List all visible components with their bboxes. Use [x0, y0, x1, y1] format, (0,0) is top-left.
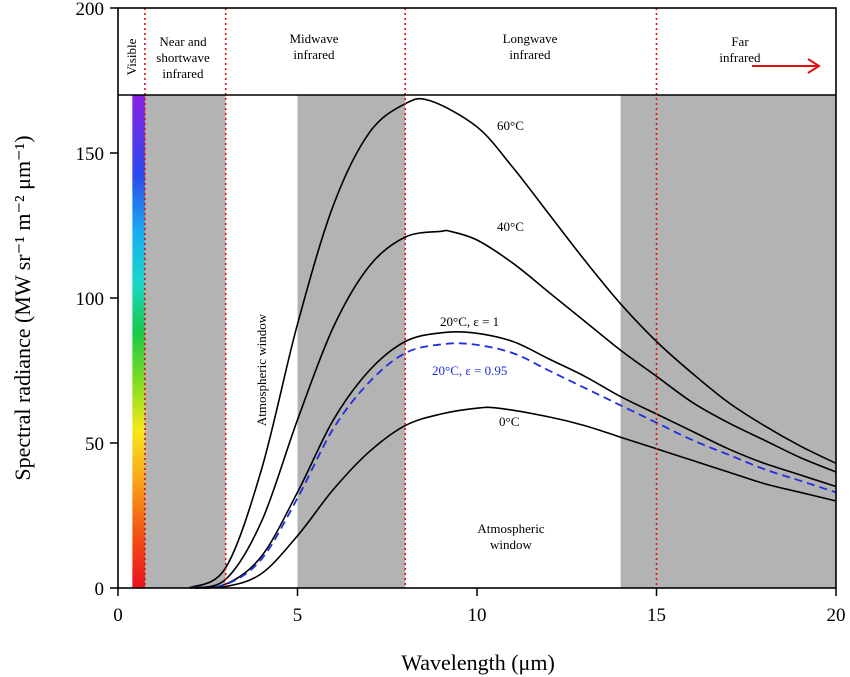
curve-series-0 — [189, 97, 837, 589]
curve-series-1 — [189, 229, 837, 589]
atmospheric-window-label-vertical: Atmospheric window — [254, 313, 269, 426]
y-tick-label-4: 200 — [76, 0, 105, 20]
curve-label-20c-e1: 20°C, ε = 1 — [440, 314, 499, 329]
y-tick-label-3: 150 — [76, 144, 105, 165]
band-label-near-shortwave: Near and shortwave infrared — [156, 34, 210, 81]
band-label-visible: Visible — [124, 38, 139, 75]
visible-spectrum-strip — [132, 95, 145, 588]
y-axis-title: Spectral radiance (MW sr⁻¹ m⁻² μm⁻¹) — [10, 135, 35, 480]
atmospheric-window-label-horizontal: Atmospheric window — [477, 521, 544, 552]
curve-series-3 — [189, 342, 837, 589]
band-dividers — [144, 8, 658, 588]
y-tick-label-2: 100 — [76, 289, 105, 310]
x-tick-label-2: 10 — [468, 605, 487, 626]
shaded-region-2 — [620, 95, 836, 588]
curve-label-60c: 60°C — [497, 118, 524, 133]
x-tick-label-1: 5 — [293, 605, 303, 626]
radiance-curves — [189, 97, 837, 589]
curve-label-20c-e095: 20°C, ε = 0.95 — [432, 363, 507, 378]
x-tick-label-3: 15 — [647, 605, 666, 626]
curve-series-4 — [189, 406, 837, 589]
shaded-region-1 — [297, 95, 406, 588]
curve-series-2 — [189, 330, 837, 589]
curve-label-40c: 40°C — [497, 219, 524, 234]
y-tick-label-1: 50 — [85, 434, 104, 455]
band-label-far: Far infrared — [719, 34, 761, 65]
band-label-midwave: Midwave infrared — [289, 31, 338, 62]
x-tick-label-0: 0 — [113, 605, 123, 626]
x-tick-label-4: 20 — [827, 605, 846, 626]
curve-label-0c: 0°C — [499, 414, 519, 429]
x-axis-title: Wavelength (μm) — [401, 650, 555, 675]
far-infrared-arrow-icon — [752, 58, 821, 74]
band-label-longwave: Longwave infrared — [503, 31, 558, 62]
shaded-region-0 — [144, 95, 226, 588]
y-tick-label-0: 0 — [95, 579, 105, 600]
